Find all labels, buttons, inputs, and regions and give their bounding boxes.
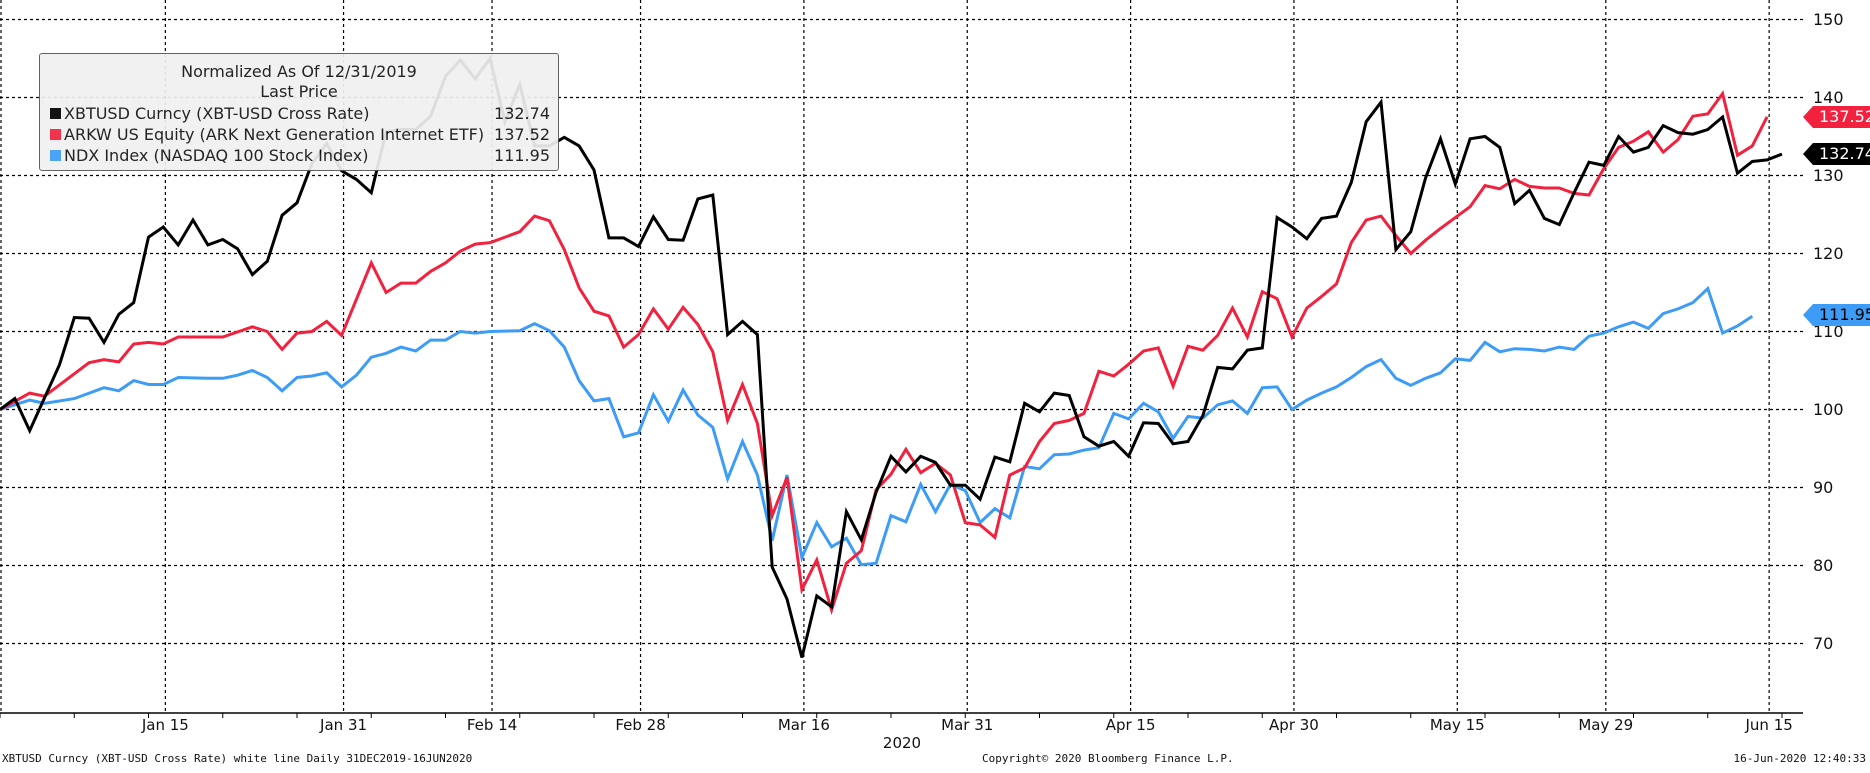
- x-tick-label: Jan 31: [320, 716, 368, 734]
- y-tick-label: 150: [1813, 9, 1844, 29]
- x-tick-label: Jun 15: [1745, 716, 1793, 734]
- legend-value: 137.52: [494, 125, 550, 144]
- x-tick-label: May 29: [1578, 716, 1634, 734]
- legend-item-ndx: NDX Index (NASDAQ 100 Stock Index) 111.9…: [50, 146, 550, 166]
- series-line: [0, 285, 1754, 567]
- legend-item-xbtusd: XBTUSD Curncy (XBT-USD Cross Rate) 132.7…: [50, 104, 550, 124]
- last-value-tag-arkw: 137.52: [1803, 106, 1870, 128]
- y-tick-label: 70: [1813, 633, 1834, 653]
- x-tick-label: Apr 15: [1105, 716, 1156, 734]
- x-tick-label: Mar 31: [941, 716, 994, 734]
- x-tick-label: Mar 16: [777, 716, 830, 734]
- legend-label: NDX Index (NASDAQ 100 Stock Index): [64, 146, 369, 165]
- y-tick-label: 80: [1813, 555, 1834, 575]
- legend-swatch-blue: [50, 150, 61, 161]
- last-value-tag-xbtusd: 132.74: [1803, 143, 1870, 165]
- x-tick-label: May 15: [1429, 716, 1485, 734]
- legend-swatch-red: [50, 129, 61, 140]
- y-tick-label: 140: [1813, 87, 1844, 107]
- legend-subtitle: Last Price: [260, 82, 338, 101]
- legend-value: 132.74: [494, 104, 550, 123]
- footer-copyright: Copyright© 2020 Bloomberg Finance L.P.: [982, 752, 1234, 765]
- legend-label: XBTUSD Curncy (XBT-USD Cross Rate): [64, 104, 370, 123]
- legend: Normalized As Of 12/31/2019 Last Price X…: [39, 53, 559, 171]
- legend-swatch-black: [50, 108, 61, 119]
- legend-value: 111.95: [494, 146, 550, 165]
- legend-label: ARKW US Equity (ARK Next Generation Inte…: [64, 125, 485, 144]
- grid-lines: [0, 0, 1803, 713]
- y-tick-label: 110: [1813, 321, 1844, 341]
- x-axis: [0, 712, 1803, 718]
- x-tick-label: Apr 30: [1269, 716, 1319, 734]
- year-label: 2020: [882, 734, 922, 752]
- legend-title: Normalized As Of 12/31/2019: [181, 62, 417, 81]
- y-tick-label: 130: [1813, 165, 1844, 185]
- y-tick-label: 120: [1813, 243, 1844, 263]
- x-tick-label: Feb 14: [466, 716, 518, 734]
- last-value-tag-ndx: 111.95: [1803, 304, 1870, 326]
- legend-item-arkw: ARKW US Equity (ARK Next Generation Inte…: [50, 125, 550, 145]
- y-tick-label: 90: [1813, 477, 1834, 497]
- x-tick-label: Jan 15: [141, 716, 189, 734]
- footer-timestamp: 16-Jun-2020 12:40:33: [1733, 752, 1866, 765]
- x-tick-label: Feb 28: [615, 716, 666, 734]
- footer-left: XBTUSD Curncy (XBT-USD Cross Rate) white…: [2, 752, 473, 765]
- y-tick-label: 100: [1813, 399, 1844, 419]
